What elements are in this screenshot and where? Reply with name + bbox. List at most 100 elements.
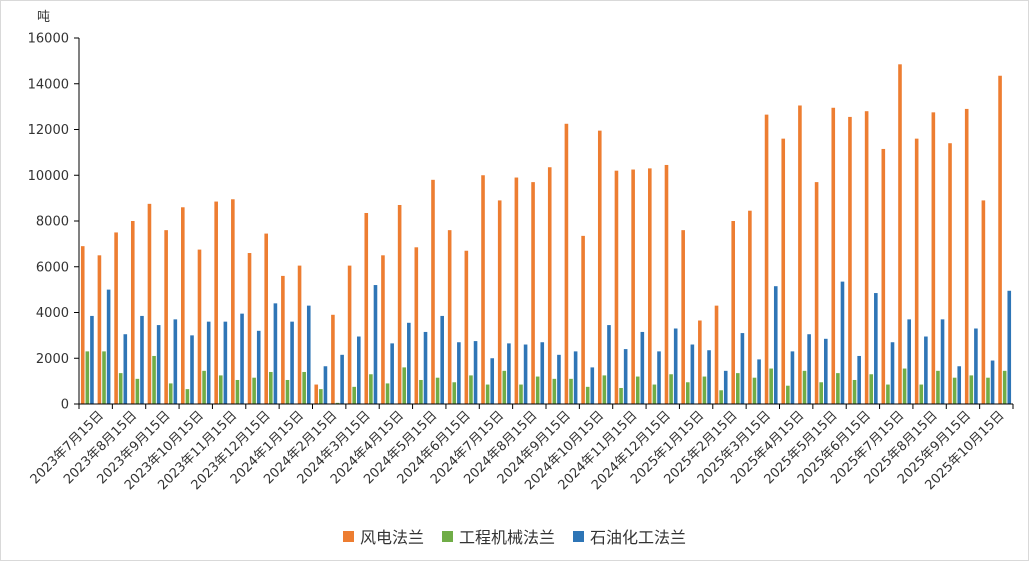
bar-series-2: [669, 374, 673, 404]
bar-series-3: [1007, 290, 1012, 404]
bar-series-3: [490, 358, 495, 404]
bar-series-2: [302, 371, 306, 404]
bar-series-2: [852, 379, 857, 404]
bar-series-1: [431, 179, 435, 404]
bar-series-3: [256, 330, 261, 404]
bar-series-2: [602, 375, 607, 404]
bar-series-1: [581, 235, 585, 404]
bar-series-3: [523, 344, 528, 404]
bar-series-1: [331, 314, 335, 404]
bar-series-2: [786, 385, 790, 404]
bar-series-2: [435, 377, 440, 404]
bar-series-1: [381, 255, 385, 404]
bar-series-2: [819, 382, 823, 404]
bar-series-1: [898, 64, 902, 405]
bar-series-2: [936, 370, 940, 404]
bar-series-2: [552, 378, 557, 404]
bar-series-1: [347, 265, 352, 404]
bar-series-1: [748, 210, 752, 404]
bar-series-3: [156, 325, 161, 404]
bar-series-3: [874, 293, 878, 404]
bar-series-3: [590, 367, 595, 404]
y-tick-label: 14000: [28, 77, 69, 92]
bar-series-3: [690, 344, 695, 404]
y-tick-label: 12000: [28, 123, 69, 138]
bar-series-3: [390, 343, 394, 404]
bar-series-2: [419, 379, 423, 404]
bar-series-3: [974, 328, 978, 404]
legend-item-1: 风电法兰: [342, 524, 424, 548]
bar-series-2: [702, 376, 707, 404]
bar-series-2: [652, 384, 657, 404]
y-tick-label: 2000: [36, 352, 69, 367]
bar-series-2: [736, 373, 740, 404]
legend-swatch: [342, 530, 354, 542]
bar-series-1: [831, 107, 836, 405]
bar-series-3: [557, 354, 561, 404]
bar-series-2: [969, 375, 974, 404]
bar-series-2: [402, 367, 407, 404]
bar-series-2: [252, 377, 256, 404]
bar-series-3: [273, 303, 278, 404]
bar-series-2: [135, 378, 140, 404]
bar-series-3: [740, 333, 745, 404]
bar-series-1: [714, 305, 719, 404]
bar-series-1: [564, 123, 569, 404]
bar-series-1: [964, 108, 969, 404]
bar-series-2: [902, 368, 907, 404]
bar-series-2: [802, 370, 807, 404]
x-axis: 2023年7月15日2023年8月15日2023年9月15日2023年10月15…: [28, 403, 1014, 493]
legend: 风电法兰 工程机械法兰 石油化工法兰: [0, 524, 1029, 548]
bar-series-2: [685, 382, 690, 404]
bar-series-3: [957, 366, 962, 404]
bar-series-2: [168, 383, 173, 404]
y-tick-label: 0: [61, 398, 69, 413]
bar-series-3: [290, 321, 294, 404]
bar-series-3: [540, 342, 545, 404]
legend-item-3: 石油化工法兰: [573, 524, 686, 548]
bar-series-2: [319, 389, 323, 404]
bar-series-2: [619, 387, 623, 404]
legend-label: 石油化工法兰: [590, 528, 687, 547]
bar-series-1: [80, 246, 85, 404]
bar-series-3: [924, 336, 928, 404]
bar-series-2: [469, 375, 473, 404]
bar-series-3: [240, 313, 244, 404]
bar-series-3: [707, 350, 711, 404]
bar-series-2: [369, 374, 373, 404]
bar-series-3: [773, 286, 778, 404]
bar-series-2: [919, 384, 924, 404]
bar-series-3: [123, 334, 128, 404]
bar-series-2: [585, 386, 590, 404]
bar-series-1: [114, 232, 118, 404]
bar-series-2: [452, 382, 457, 404]
bar-series-2: [269, 371, 273, 404]
bar-series-3: [890, 342, 895, 404]
bar-series-1: [397, 204, 402, 404]
bar-series-3: [807, 334, 811, 404]
bar-series-1: [781, 138, 786, 404]
bar-series-1: [497, 200, 502, 404]
bar-series-1: [798, 105, 802, 404]
bar-series-3: [173, 319, 178, 404]
bar-series-3: [440, 315, 444, 404]
bar-series-1: [998, 75, 1002, 405]
bar-series-2: [235, 379, 240, 404]
bar-series-1: [648, 168, 652, 404]
bar-series-3: [673, 328, 678, 404]
bar-series-3: [373, 285, 378, 404]
bar-series-2: [769, 368, 773, 404]
bar-series-1: [698, 320, 702, 404]
bar-series-3: [306, 305, 311, 404]
bar-series-2: [152, 355, 156, 404]
bar-series-3: [140, 315, 144, 404]
bar-series-2: [185, 389, 190, 404]
bar-series-2: [635, 376, 640, 404]
bar-series-3: [106, 289, 111, 404]
bar-series-1: [130, 221, 135, 404]
bar-series-3: [857, 355, 861, 404]
bar-series-1: [264, 233, 269, 404]
bar-series-1: [147, 203, 152, 404]
y-tick-label: 10000: [28, 169, 69, 184]
legend-label: 工程机械法兰: [458, 528, 555, 547]
